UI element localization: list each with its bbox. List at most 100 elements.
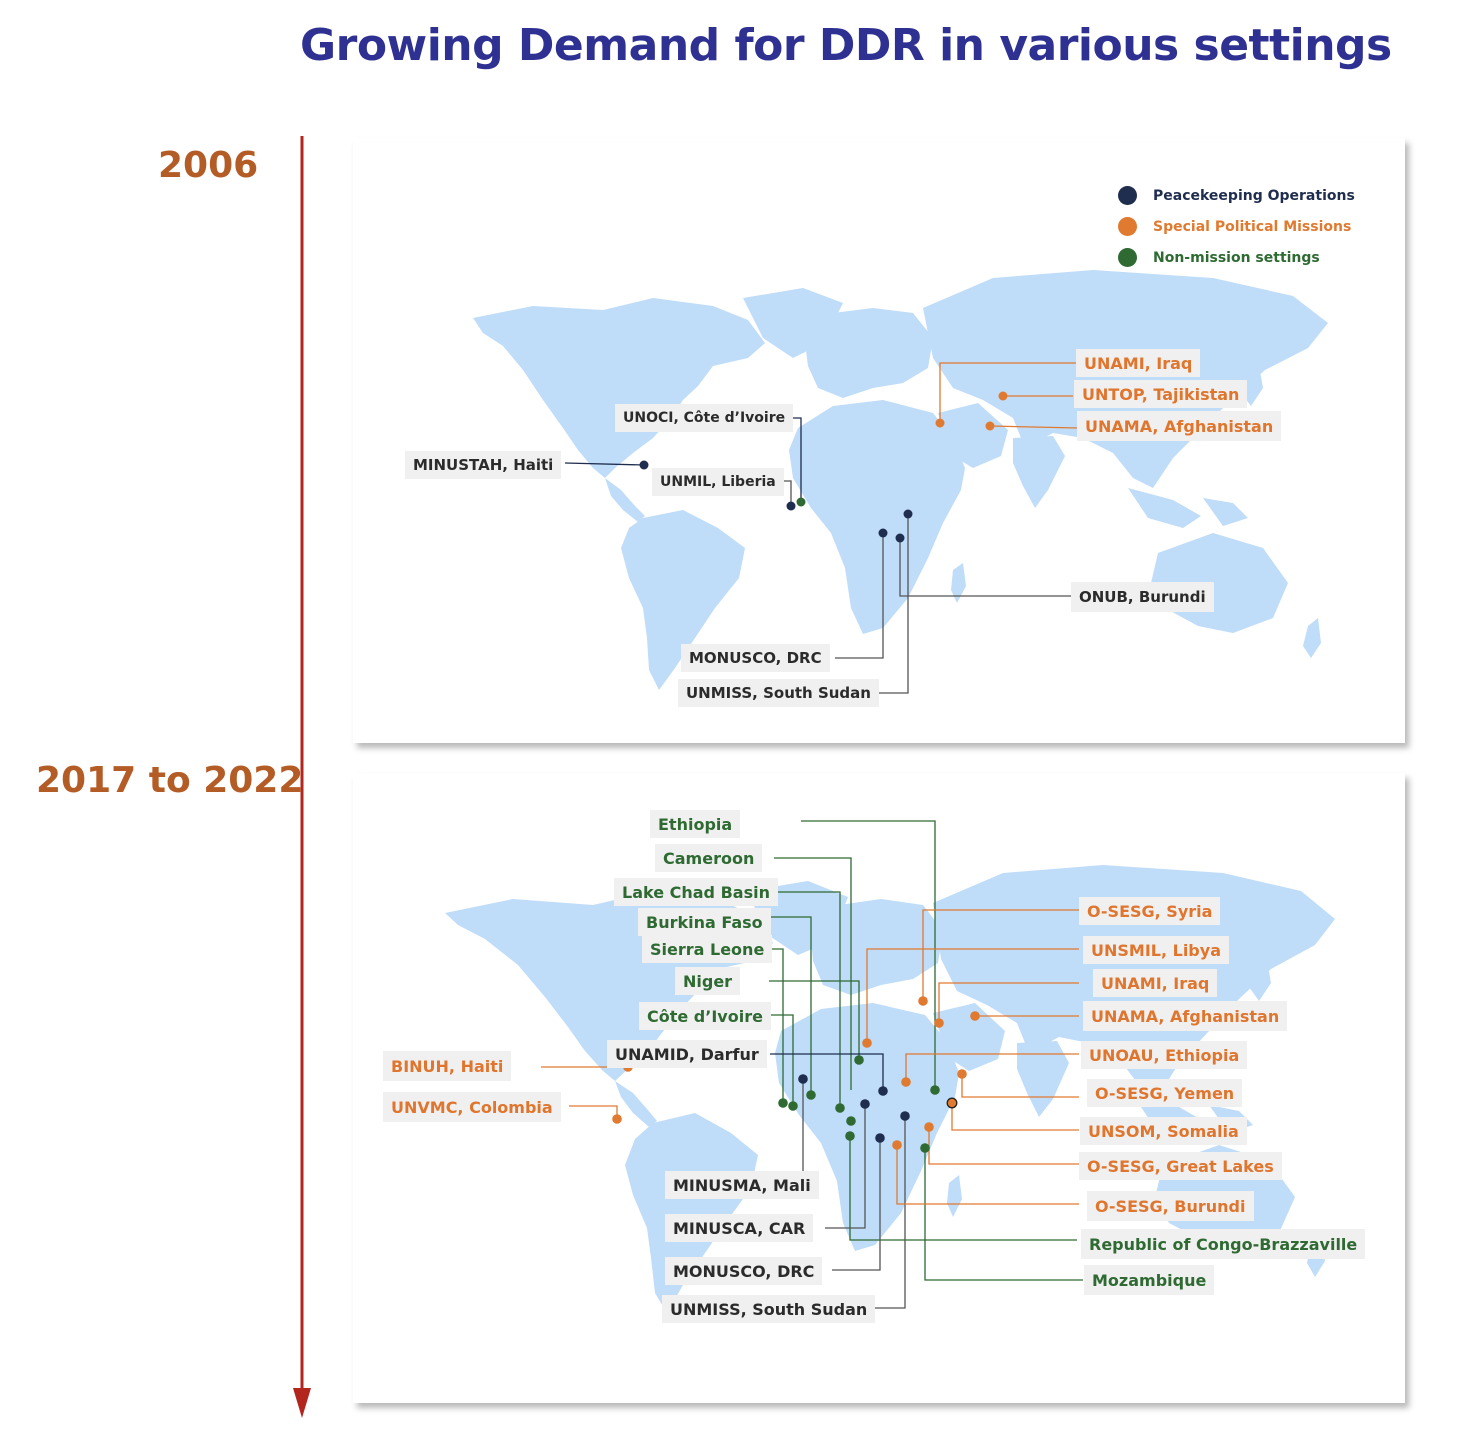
label-minustah-haiti: MINUSTAH, Haiti — [405, 451, 562, 479]
label-o-sesg-burundi: O-SESG, Burundi — [1087, 1191, 1254, 1221]
peacekeeping-location-marker — [786, 501, 796, 511]
landmass-shape — [789, 400, 965, 634]
legend-non-mission-label: Non-mission settings — [1153, 249, 1320, 266]
label-ethiopia: Ethiopia — [650, 810, 741, 838]
label-binuh-haiti: BINUH, Haiti — [383, 1051, 512, 1081]
label-sierra-leone: Sierra Leone — [642, 935, 773, 963]
label-monusco-drc: MONUSCO, DRC — [681, 644, 830, 672]
label-mozambique: Mozambique — [1084, 1265, 1215, 1295]
map-2017-2022-panel: Ethiopia Cameroon Lake Chad Basin Burkin… — [353, 773, 1405, 1403]
peacekeeping-location-marker — [878, 528, 888, 538]
label-unamid-darfur: UNAMID, Darfur — [607, 1040, 767, 1068]
landmass-shape — [1013, 436, 1065, 508]
label-leader-line — [770, 1053, 884, 1091]
special-political-location-marker — [924, 1122, 934, 1132]
label-leader-line — [569, 1105, 618, 1119]
landmass-shape — [1303, 618, 1321, 658]
label-unoci-cote-divoire: UNOCI, Côte d’Ivoire — [615, 404, 794, 432]
landmass-shape — [625, 1113, 758, 1313]
label-unama-afghanistan: UNAMA, Afghanistan — [1077, 411, 1282, 441]
label-leader-line — [938, 982, 1079, 1023]
label-leader-line — [961, 1074, 1079, 1098]
non-mission-location-marker — [846, 1116, 856, 1126]
label-minusma-mali: MINUSMA, Mali — [665, 1171, 819, 1199]
label-unami-iraq: UNAMI, Iraq — [1093, 969, 1218, 997]
label-o-sesg-yemen: O-SESG, Yemen — [1087, 1079, 1243, 1107]
label-leader-line — [989, 425, 1079, 429]
label-leader-line — [564, 462, 645, 466]
non-mission-dot-icon — [1118, 248, 1137, 267]
landmass-shape — [951, 563, 966, 603]
peacekeeping-location-marker — [860, 1099, 870, 1109]
peacekeeping-location-marker — [878, 1086, 888, 1096]
landmass-shape — [1017, 1041, 1069, 1117]
label-leader-line — [924, 1148, 1083, 1281]
non-mission-location-marker — [788, 1101, 798, 1111]
non-mission-location-marker — [796, 497, 806, 507]
label-leader-line — [899, 538, 1071, 597]
label-unsmil-libya: UNSMIL, Libya — [1083, 936, 1229, 964]
label-onub-burundi: ONUB, Burundi — [1071, 582, 1214, 612]
label-leader-line — [769, 916, 812, 1095]
label-republic-of-congo-brazzaville: Republic of Congo-Brazzaville — [1081, 1229, 1366, 1259]
landmass-shape — [473, 298, 765, 478]
label-leader-line — [769, 1014, 794, 1106]
special-political-dot-icon — [1118, 217, 1137, 236]
label-leader-line — [774, 891, 841, 1106]
label-untop-tajikistan: UNTOP, Tajikistan — [1074, 380, 1248, 408]
year-2017-2022-label: 2017 to 2022 — [36, 760, 304, 801]
landmass-shape — [1128, 488, 1201, 528]
peacekeeping-dot-icon — [1118, 186, 1137, 205]
label-leader-line — [866, 948, 1079, 1043]
non-mission-location-marker — [845, 1131, 855, 1141]
landmass-shape — [947, 1175, 962, 1217]
landmass-shape — [775, 1003, 959, 1251]
non-mission-location-marker — [920, 1143, 930, 1153]
special-political-location-marker — [957, 1069, 967, 1079]
label-leader-line — [769, 948, 784, 1103]
label-leader-line — [939, 362, 1088, 423]
label-unvmc-colombia: UNVMC, Colombia — [383, 1092, 561, 1122]
non-mission-location-marker — [835, 1103, 845, 1113]
map-legend: Peacekeeping Operations Special Politica… — [1118, 180, 1355, 273]
special-political-location-marker — [918, 996, 928, 1006]
label-leader-line — [875, 1116, 906, 1309]
peacekeeping-location-marker — [798, 1074, 808, 1084]
world-map-2006 — [473, 270, 1328, 694]
landmass-shape — [621, 510, 745, 690]
label-burkina-faso: Burkina Faso — [638, 908, 771, 936]
label-cote-divoire: Côte d’Ivoire — [639, 1002, 771, 1030]
label-leader-line — [922, 909, 1079, 1001]
label-unami-iraq: UNAMI, Iraq — [1076, 349, 1201, 377]
special-political-location-marker — [892, 1140, 902, 1150]
landmass-shape — [805, 308, 933, 398]
landmass-shape — [923, 270, 1328, 488]
landmass-shape — [1203, 498, 1248, 526]
label-unmiss-south-sudan: UNMISS, South Sudan — [678, 679, 879, 707]
non-mission-location-marker — [930, 1085, 940, 1095]
legend-peacekeeping: Peacekeeping Operations — [1118, 180, 1355, 211]
label-leader-line — [801, 820, 936, 1088]
label-unsom-somalia: UNSOM, Somalia — [1080, 1117, 1247, 1145]
non-mission-location-marker — [806, 1090, 816, 1100]
landmass-shape — [605, 478, 645, 522]
special-political-location-marker — [934, 1018, 944, 1028]
label-leader-line — [905, 1053, 1079, 1082]
non-mission-location-marker — [778, 1098, 788, 1108]
peacekeeping-location-marker — [639, 460, 649, 470]
special-political-location-marker — [935, 418, 945, 428]
landmass-shape — [615, 1081, 657, 1127]
label-o-sesg-syria: O-SESG, Syria — [1079, 897, 1221, 925]
label-leader-line — [896, 1145, 1079, 1205]
timeline-arrow — [293, 136, 311, 1418]
peacekeeping-location-marker — [900, 1111, 910, 1121]
label-unmiss-south-sudan: UNMISS, South Sudan — [662, 1295, 876, 1323]
year-2006-label: 2006 — [158, 145, 259, 186]
map-2006-panel: Peacekeeping Operations Special Politica… — [353, 138, 1405, 743]
peacekeeping-location-marker — [895, 533, 905, 543]
label-unoau-ethiopia: UNOAU, Ethiopia — [1081, 1041, 1248, 1069]
label-lake-chad-basin: Lake Chad Basin — [614, 878, 778, 906]
label-leader-line — [878, 514, 909, 694]
special-political-location-marker — [612, 1114, 622, 1124]
special-political-location-marker — [970, 1011, 980, 1021]
